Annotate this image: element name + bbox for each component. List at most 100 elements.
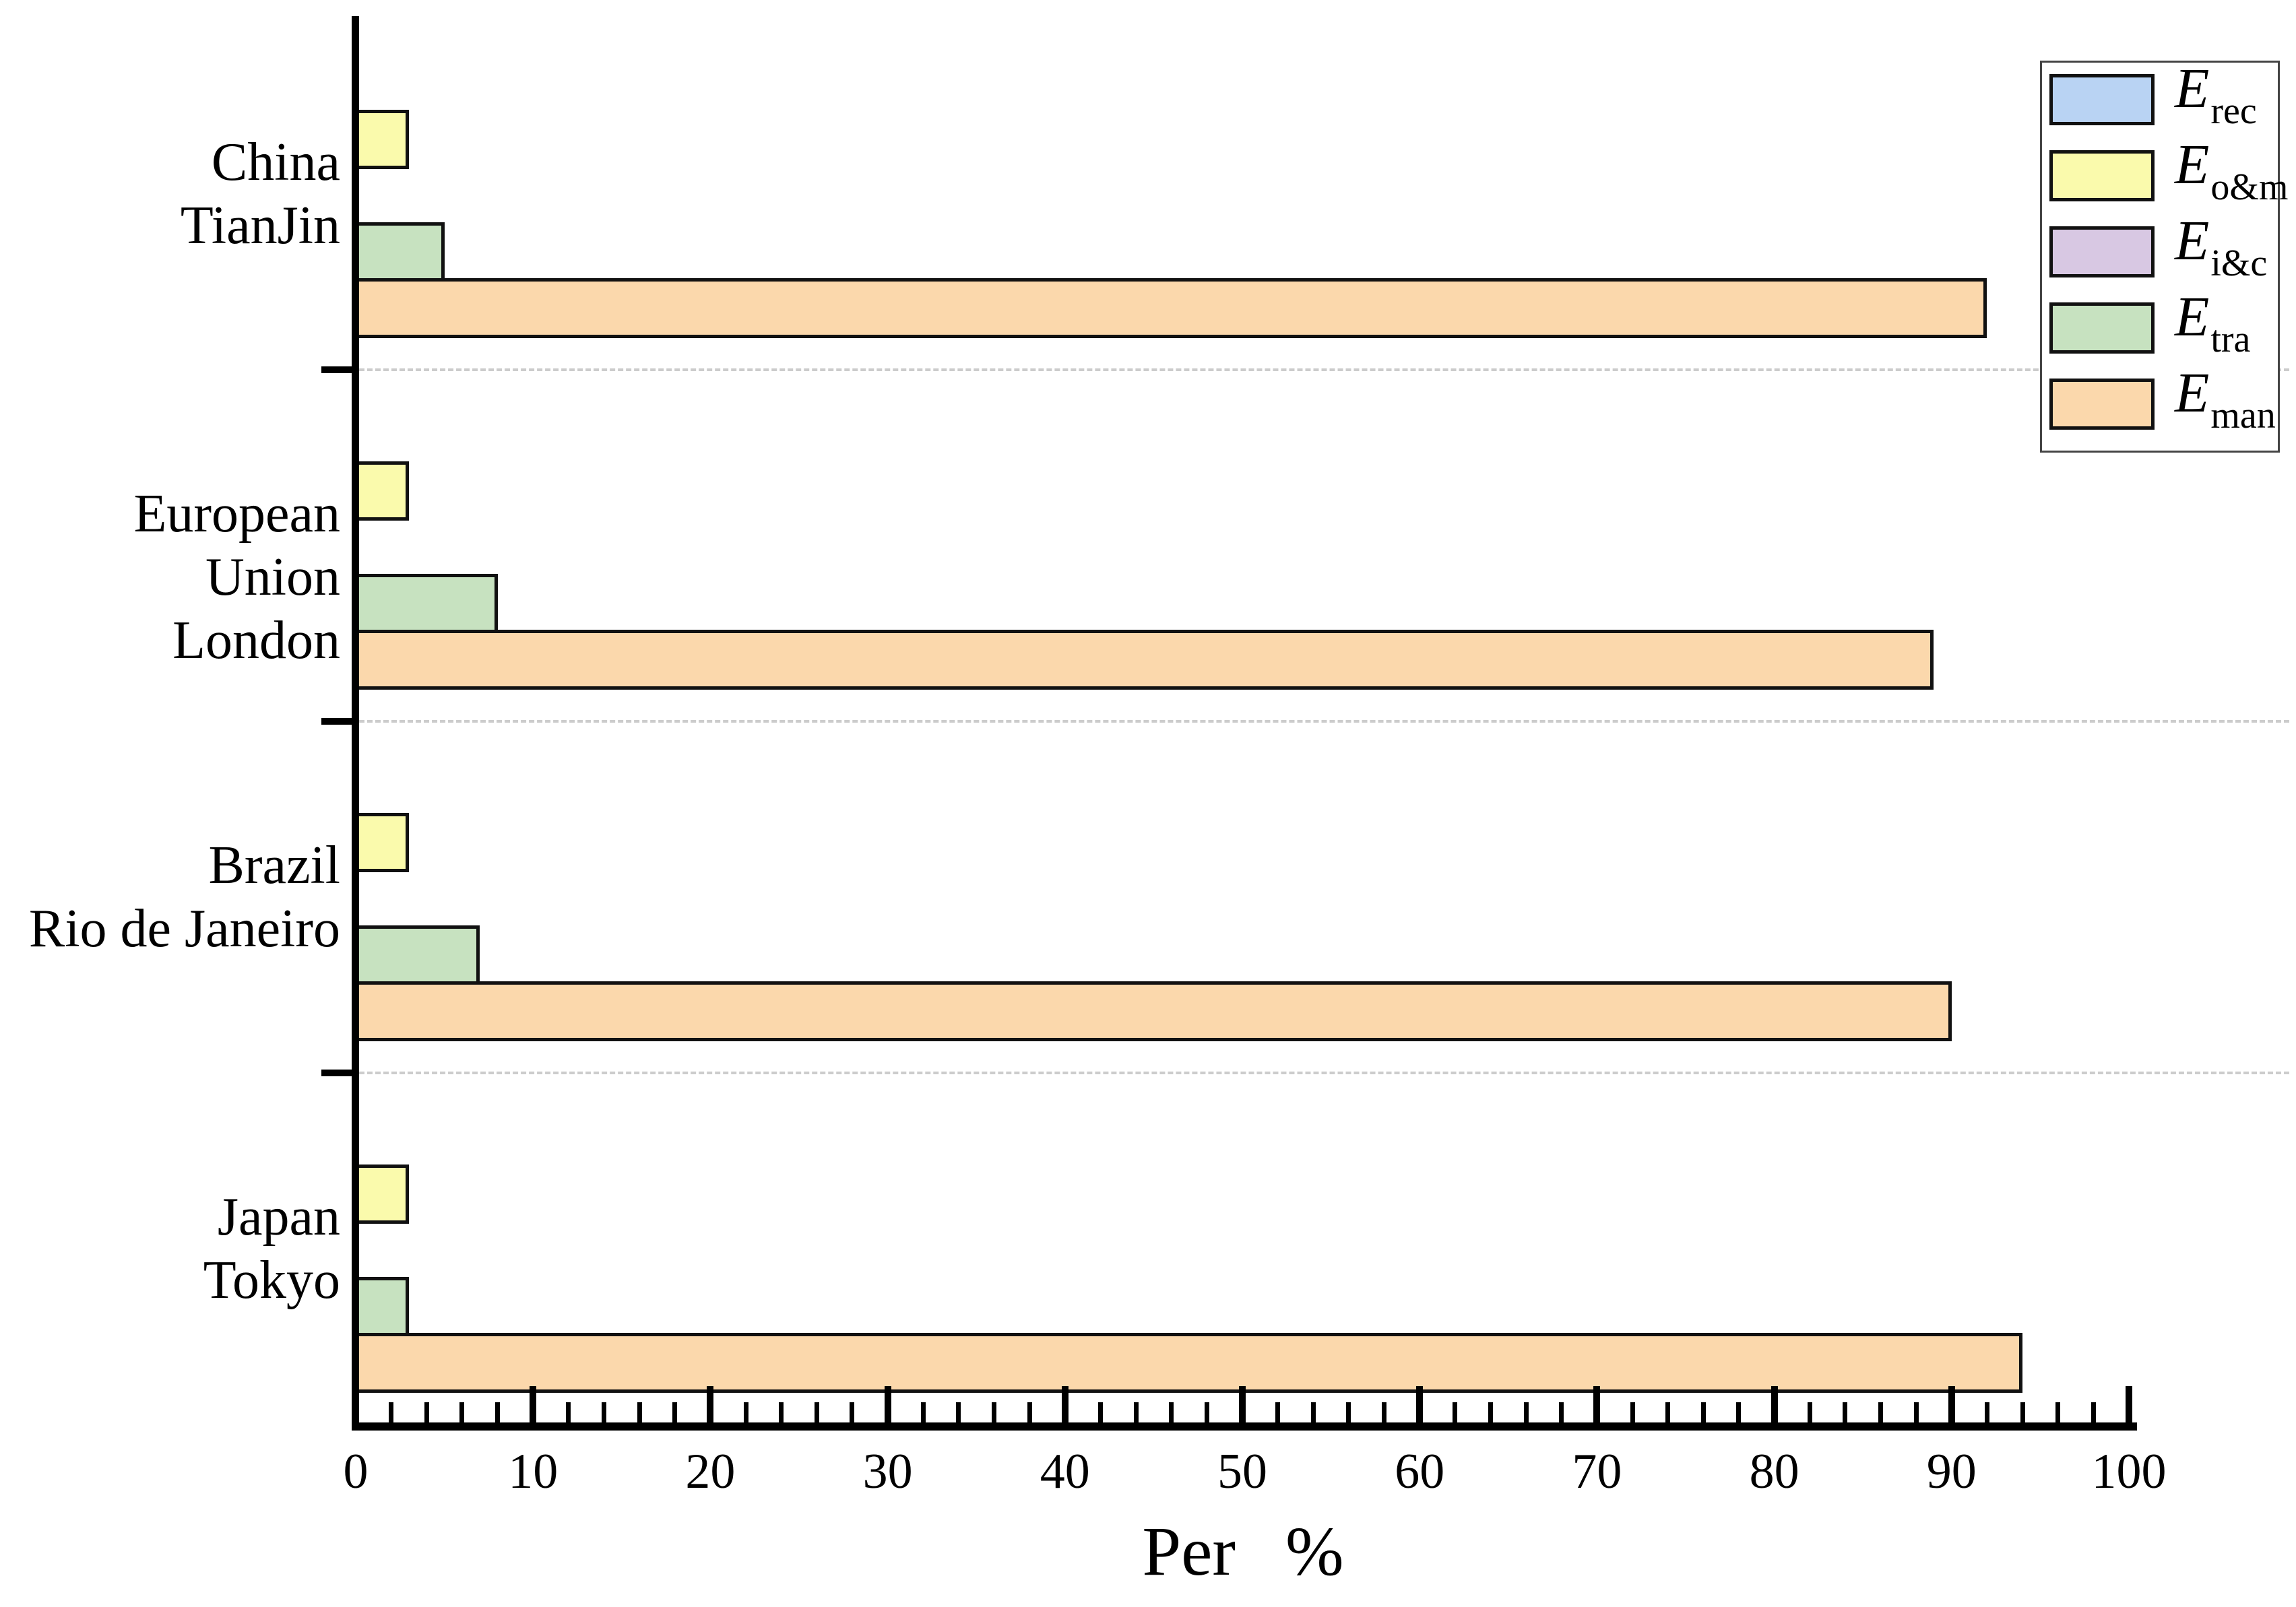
x-axis-minor-tick [1097,1402,1103,1422]
group-separator-line [359,368,2289,371]
x-axis-major-tick [884,1386,891,1422]
x-axis-minor-tick [920,1402,926,1422]
legend-item-tra: Etra [2049,288,2250,360]
legend-swatch-rec [2049,74,2155,125]
x-axis-minor-tick [814,1402,819,1422]
x-axis-minor-tick [1807,1402,1812,1422]
x-axis-minor-tick [566,1402,571,1422]
legend-label: Eman [2175,361,2276,436]
x-axis-minor-tick [1027,1402,1032,1422]
x-axis-minor-tick [1878,1402,1884,1422]
x-axis-minor-tick [1346,1402,1351,1422]
legend-label: Eo&m [2175,133,2289,208]
bar-e-o-m-0 [356,109,409,170]
x-axis-minor-tick [1913,1402,1919,1422]
bar-e-man-2 [356,981,1952,1041]
x-axis-tick-label: 80 [1749,1444,1799,1499]
x-axis-major-tick [1061,1386,1069,1422]
bar-e-tra-3 [356,1276,409,1337]
bar-e-o-m-2 [356,812,409,873]
x-axis-minor-tick [1559,1402,1564,1422]
legend-label: Etra [2175,285,2251,360]
x-axis-minor-tick [1169,1402,1174,1422]
x-axis-minor-tick [1275,1402,1281,1422]
legend-item-o-m: Eo&m [2049,136,2288,208]
x-axis-tick-label: 90 [1926,1444,1977,1499]
x-axis-minor-tick [601,1402,606,1422]
x-axis-minor-tick [495,1402,501,1422]
x-axis-major-tick [707,1386,714,1422]
x-axis-tick-label: 20 [685,1444,736,1499]
legend-item-man: Eman [2049,364,2276,436]
x-axis-major-tick [530,1386,537,1422]
bar-e-man-1 [356,630,1934,690]
x-axis-minor-tick [1843,1402,1848,1422]
y-axis-line [352,16,359,1431]
x-axis-minor-tick [672,1402,678,1422]
x-axis-minor-tick [1310,1402,1316,1422]
x-axis-minor-tick [1453,1402,1458,1422]
x-axis-minor-tick [743,1402,748,1422]
legend-swatch-o-m [2049,150,2155,201]
x-axis-minor-tick [1523,1402,1529,1422]
category-label: China TianJin [180,133,340,255]
bar-e-o-m-3 [356,1164,409,1224]
x-axis-title: Per % [1142,1513,1344,1590]
x-axis-tick-label: 40 [1040,1444,1090,1499]
x-axis-minor-tick [424,1402,429,1422]
legend-swatch-i-c [2049,226,2155,277]
x-axis-minor-tick [1736,1402,1742,1422]
x-axis-minor-tick [1984,1402,1989,1422]
x-axis-minor-tick [956,1402,961,1422]
x-axis-minor-tick [1665,1402,1671,1422]
x-axis-major-tick [1771,1386,1778,1422]
x-axis-minor-tick [637,1402,642,1422]
category-label: Brazil Rio de Janeiro [28,836,340,958]
x-axis-minor-tick [1382,1402,1387,1422]
x-axis-minor-tick [2020,1402,2025,1422]
y-axis-tick [321,366,356,373]
x-axis-major-tick [1593,1386,1601,1422]
x-axis-minor-tick [1700,1402,1706,1422]
x-axis-major-tick [1948,1386,1955,1422]
x-axis-major-tick [1416,1386,1424,1422]
bar-e-o-m-1 [356,461,409,521]
y-axis-tick [321,1070,356,1076]
legend-label: Erec [2175,57,2257,132]
x-axis-tick-label: 10 [508,1444,559,1499]
x-axis-tick-label: 100 [2091,1444,2167,1499]
category-label: European Union London [133,484,340,670]
bar-e-tra-0 [356,222,445,282]
x-axis-tick-label: 70 [1572,1444,1622,1499]
x-axis-minor-tick [850,1402,855,1422]
category-label: Japan Tokyo [203,1187,340,1310]
y-axis-tick [321,718,356,725]
group-separator-line [359,720,2289,723]
x-axis-minor-tick [459,1402,465,1422]
x-axis-tick-label: 30 [862,1444,913,1499]
x-axis-minor-tick [1204,1402,1209,1422]
x-axis-minor-tick [1630,1402,1635,1422]
x-axis-major-tick [1239,1386,1246,1422]
group-separator-line [359,1072,2289,1074]
bar-e-man-3 [356,1333,2023,1393]
legend: Erec Eo&m Ei&c Etra Eman [2040,60,2288,453]
legend-item-i-c: Ei&c [2049,212,2267,284]
x-axis-minor-tick [389,1402,394,1422]
bar-e-man-0 [356,278,1987,338]
legend-label: Ei&c [2175,209,2268,284]
x-axis-minor-tick [2091,1402,2096,1422]
legend-swatch-tra [2049,302,2155,354]
legend-item-rec: Erec [2049,60,2257,132]
x-axis-minor-tick [992,1402,997,1422]
bar-e-tra-1 [356,573,498,634]
bar-e-tra-2 [356,925,480,985]
x-axis-minor-tick [779,1402,784,1422]
x-axis-major-tick [2126,1386,2132,1422]
x-axis-tick-label: 50 [1217,1444,1267,1499]
legend-swatch-man [2049,379,2155,430]
x-axis-line [352,1422,2137,1431]
x-axis-minor-tick [1488,1402,1493,1422]
x-axis-minor-tick [2055,1402,2061,1422]
